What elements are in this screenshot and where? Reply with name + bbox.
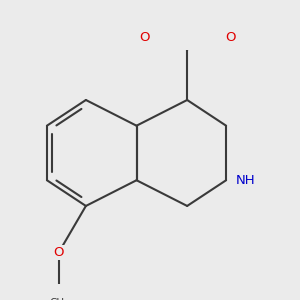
Text: CH₃: CH₃ bbox=[49, 298, 68, 300]
Text: O: O bbox=[225, 31, 235, 44]
Text: NH: NH bbox=[236, 174, 255, 187]
Text: O: O bbox=[53, 246, 64, 259]
Text: O: O bbox=[139, 31, 150, 44]
